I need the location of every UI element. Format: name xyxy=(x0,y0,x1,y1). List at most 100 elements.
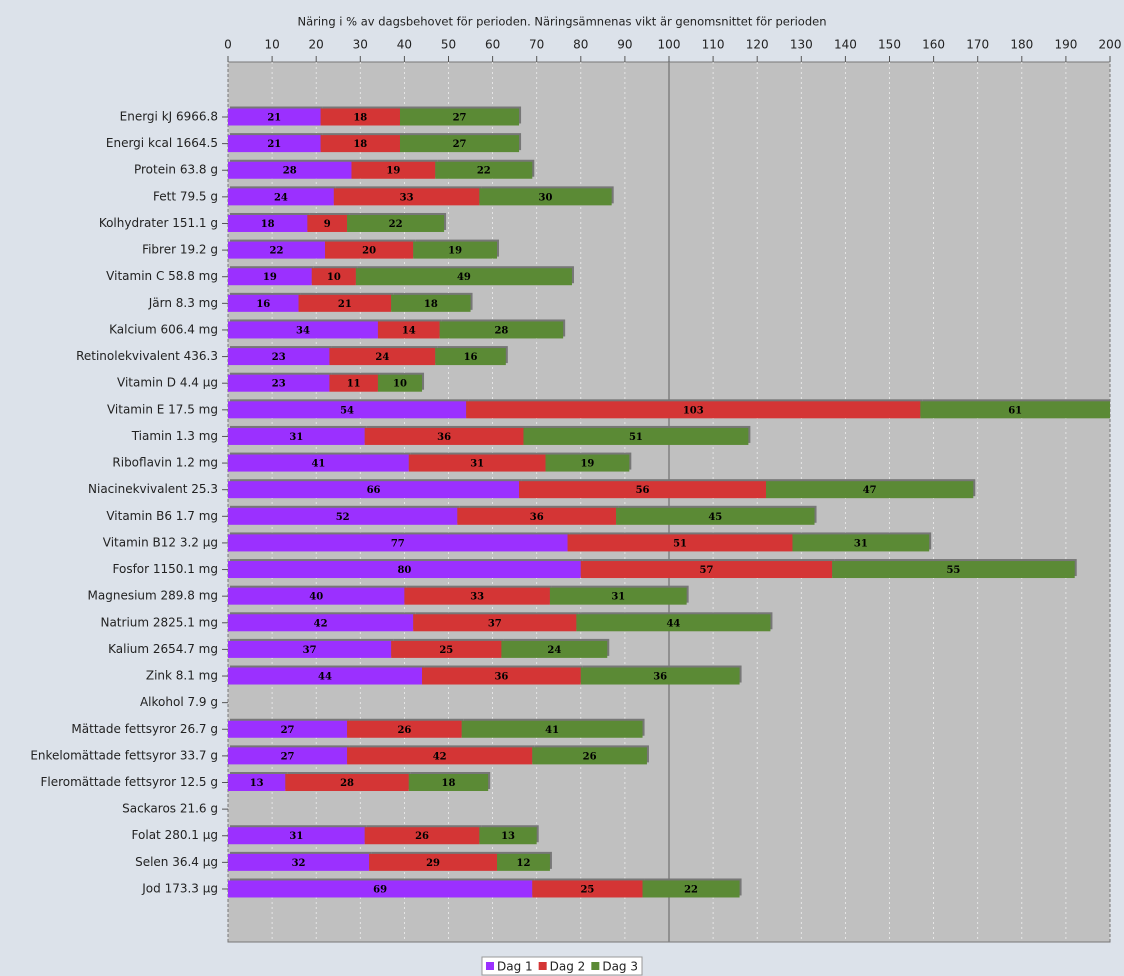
bar-segment xyxy=(461,720,643,738)
x-tick-label: 140 xyxy=(834,38,857,52)
data-label: 31 xyxy=(289,831,303,842)
bar-segment xyxy=(228,348,330,366)
bar-segment xyxy=(228,241,326,259)
data-label: 51 xyxy=(673,538,687,549)
y-tick-label: Järn 8.3 mg xyxy=(148,296,218,310)
bar-segment xyxy=(399,135,520,153)
x-tick-label: 80 xyxy=(573,38,588,52)
data-label: 19 xyxy=(580,459,594,470)
y-tick-label: Enkelomättade fettsyror 33.7 g xyxy=(30,748,218,762)
bar-segment xyxy=(228,827,365,845)
bar-segment xyxy=(228,188,334,206)
y-tick-label: Fibrer 19.2 g xyxy=(142,243,218,257)
bar-segment xyxy=(435,161,533,179)
bar-segment xyxy=(532,880,643,898)
bar-segment xyxy=(523,427,749,445)
y-tick-label: Magnesium 289.8 mg xyxy=(88,589,218,603)
data-label: 18 xyxy=(424,299,438,310)
bar-segment xyxy=(580,667,740,685)
x-tick-label: 190 xyxy=(1054,38,1077,52)
legend-label: Dag 1 xyxy=(497,960,533,974)
data-label: 22 xyxy=(477,166,491,177)
bar-segment xyxy=(325,241,414,259)
bar-segment xyxy=(519,481,767,499)
y-tick-label: Sackaros 21.6 g xyxy=(122,802,218,816)
legend: Dag 1 Dag 2 Dag 3 xyxy=(481,956,643,976)
y-tick-label: Vitamin B6 1.7 mg xyxy=(106,509,218,523)
data-label: 42 xyxy=(433,751,447,762)
y-tick-label: Kolhydrater 151.1 g xyxy=(99,216,218,230)
y-tick-label: Riboflavin 1.2 mg xyxy=(112,456,218,470)
data-label: 24 xyxy=(274,192,288,203)
x-tick-label: 60 xyxy=(485,38,500,52)
legend-swatch xyxy=(591,962,600,970)
x-tick-label: 90 xyxy=(617,38,632,52)
data-label: 31 xyxy=(289,432,303,443)
y-tick-label: Vitamin D 4.4 µg xyxy=(117,376,218,390)
bar-segment xyxy=(329,348,436,366)
data-label: 34 xyxy=(296,325,310,336)
bar-segment xyxy=(228,321,378,339)
bar-segment xyxy=(792,534,930,552)
data-label: 69 xyxy=(373,884,387,895)
data-label: 29 xyxy=(426,858,440,869)
x-tick-label: 50 xyxy=(441,38,456,52)
data-label: 56 xyxy=(636,485,650,496)
x-tick-label: 40 xyxy=(397,38,412,52)
bar-segment xyxy=(351,161,436,179)
bar-segment xyxy=(369,853,498,871)
bar-segment xyxy=(408,454,546,472)
bar-segment xyxy=(228,214,308,232)
data-label: 41 xyxy=(311,459,325,470)
bar-segment xyxy=(391,640,502,658)
data-label: 51 xyxy=(629,432,643,443)
y-tick-label: Folat 280.1 µg xyxy=(132,828,218,842)
bar-segment xyxy=(497,853,550,871)
data-label: 13 xyxy=(501,831,515,842)
bar-segment xyxy=(501,640,608,658)
bar-segment xyxy=(364,827,480,845)
data-label: 21 xyxy=(338,299,352,310)
legend-label: Dag 2 xyxy=(550,960,586,974)
data-label: 12 xyxy=(517,858,531,869)
data-label: 23 xyxy=(272,352,286,363)
bar-segment xyxy=(355,268,572,286)
y-tick-label: Natrium 2825.1 mg xyxy=(100,615,218,629)
legend-label: Dag 3 xyxy=(602,960,638,974)
bar-segment xyxy=(228,374,330,392)
bar-segment xyxy=(307,214,348,232)
bar-segment xyxy=(228,667,423,685)
data-label: 19 xyxy=(263,272,277,283)
y-tick-label: Niacinekvivalent 25.3 xyxy=(88,482,218,496)
bar-segment xyxy=(228,135,321,153)
data-label: 9 xyxy=(324,219,331,230)
y-tick-label: Alkohol 7.9 g xyxy=(140,695,218,709)
bar-segment xyxy=(228,880,533,898)
bar-segment xyxy=(228,853,370,871)
data-label: 30 xyxy=(539,192,553,203)
data-label: 36 xyxy=(530,512,544,523)
y-tick-label: Energi kcal 1664.5 xyxy=(106,136,218,150)
y-tick-label: Kalcium 606.4 mg xyxy=(109,322,218,336)
bar-segment xyxy=(320,135,400,153)
data-label: 28 xyxy=(283,166,297,177)
data-label: 61 xyxy=(1008,405,1022,416)
bar-segment xyxy=(320,108,400,126)
data-label: 31 xyxy=(854,538,868,549)
y-tick-label: Zink 8.1 mg xyxy=(146,669,218,683)
data-label: 16 xyxy=(464,352,478,363)
data-label: 25 xyxy=(439,645,453,656)
data-label: 41 xyxy=(545,725,559,736)
data-label: 47 xyxy=(863,485,877,496)
bar-segment xyxy=(228,294,299,312)
bar-segment xyxy=(329,374,378,392)
data-label: 25 xyxy=(580,884,594,895)
legend-swatch xyxy=(538,962,547,970)
bar-segment xyxy=(435,348,506,366)
bar-segment xyxy=(311,268,356,286)
bar-segment xyxy=(567,534,793,552)
data-label: 42 xyxy=(314,618,328,629)
data-label: 27 xyxy=(453,139,467,150)
bar-segment xyxy=(920,401,1110,419)
y-tick-label: Retinolekvivalent 436.3 xyxy=(76,349,218,363)
